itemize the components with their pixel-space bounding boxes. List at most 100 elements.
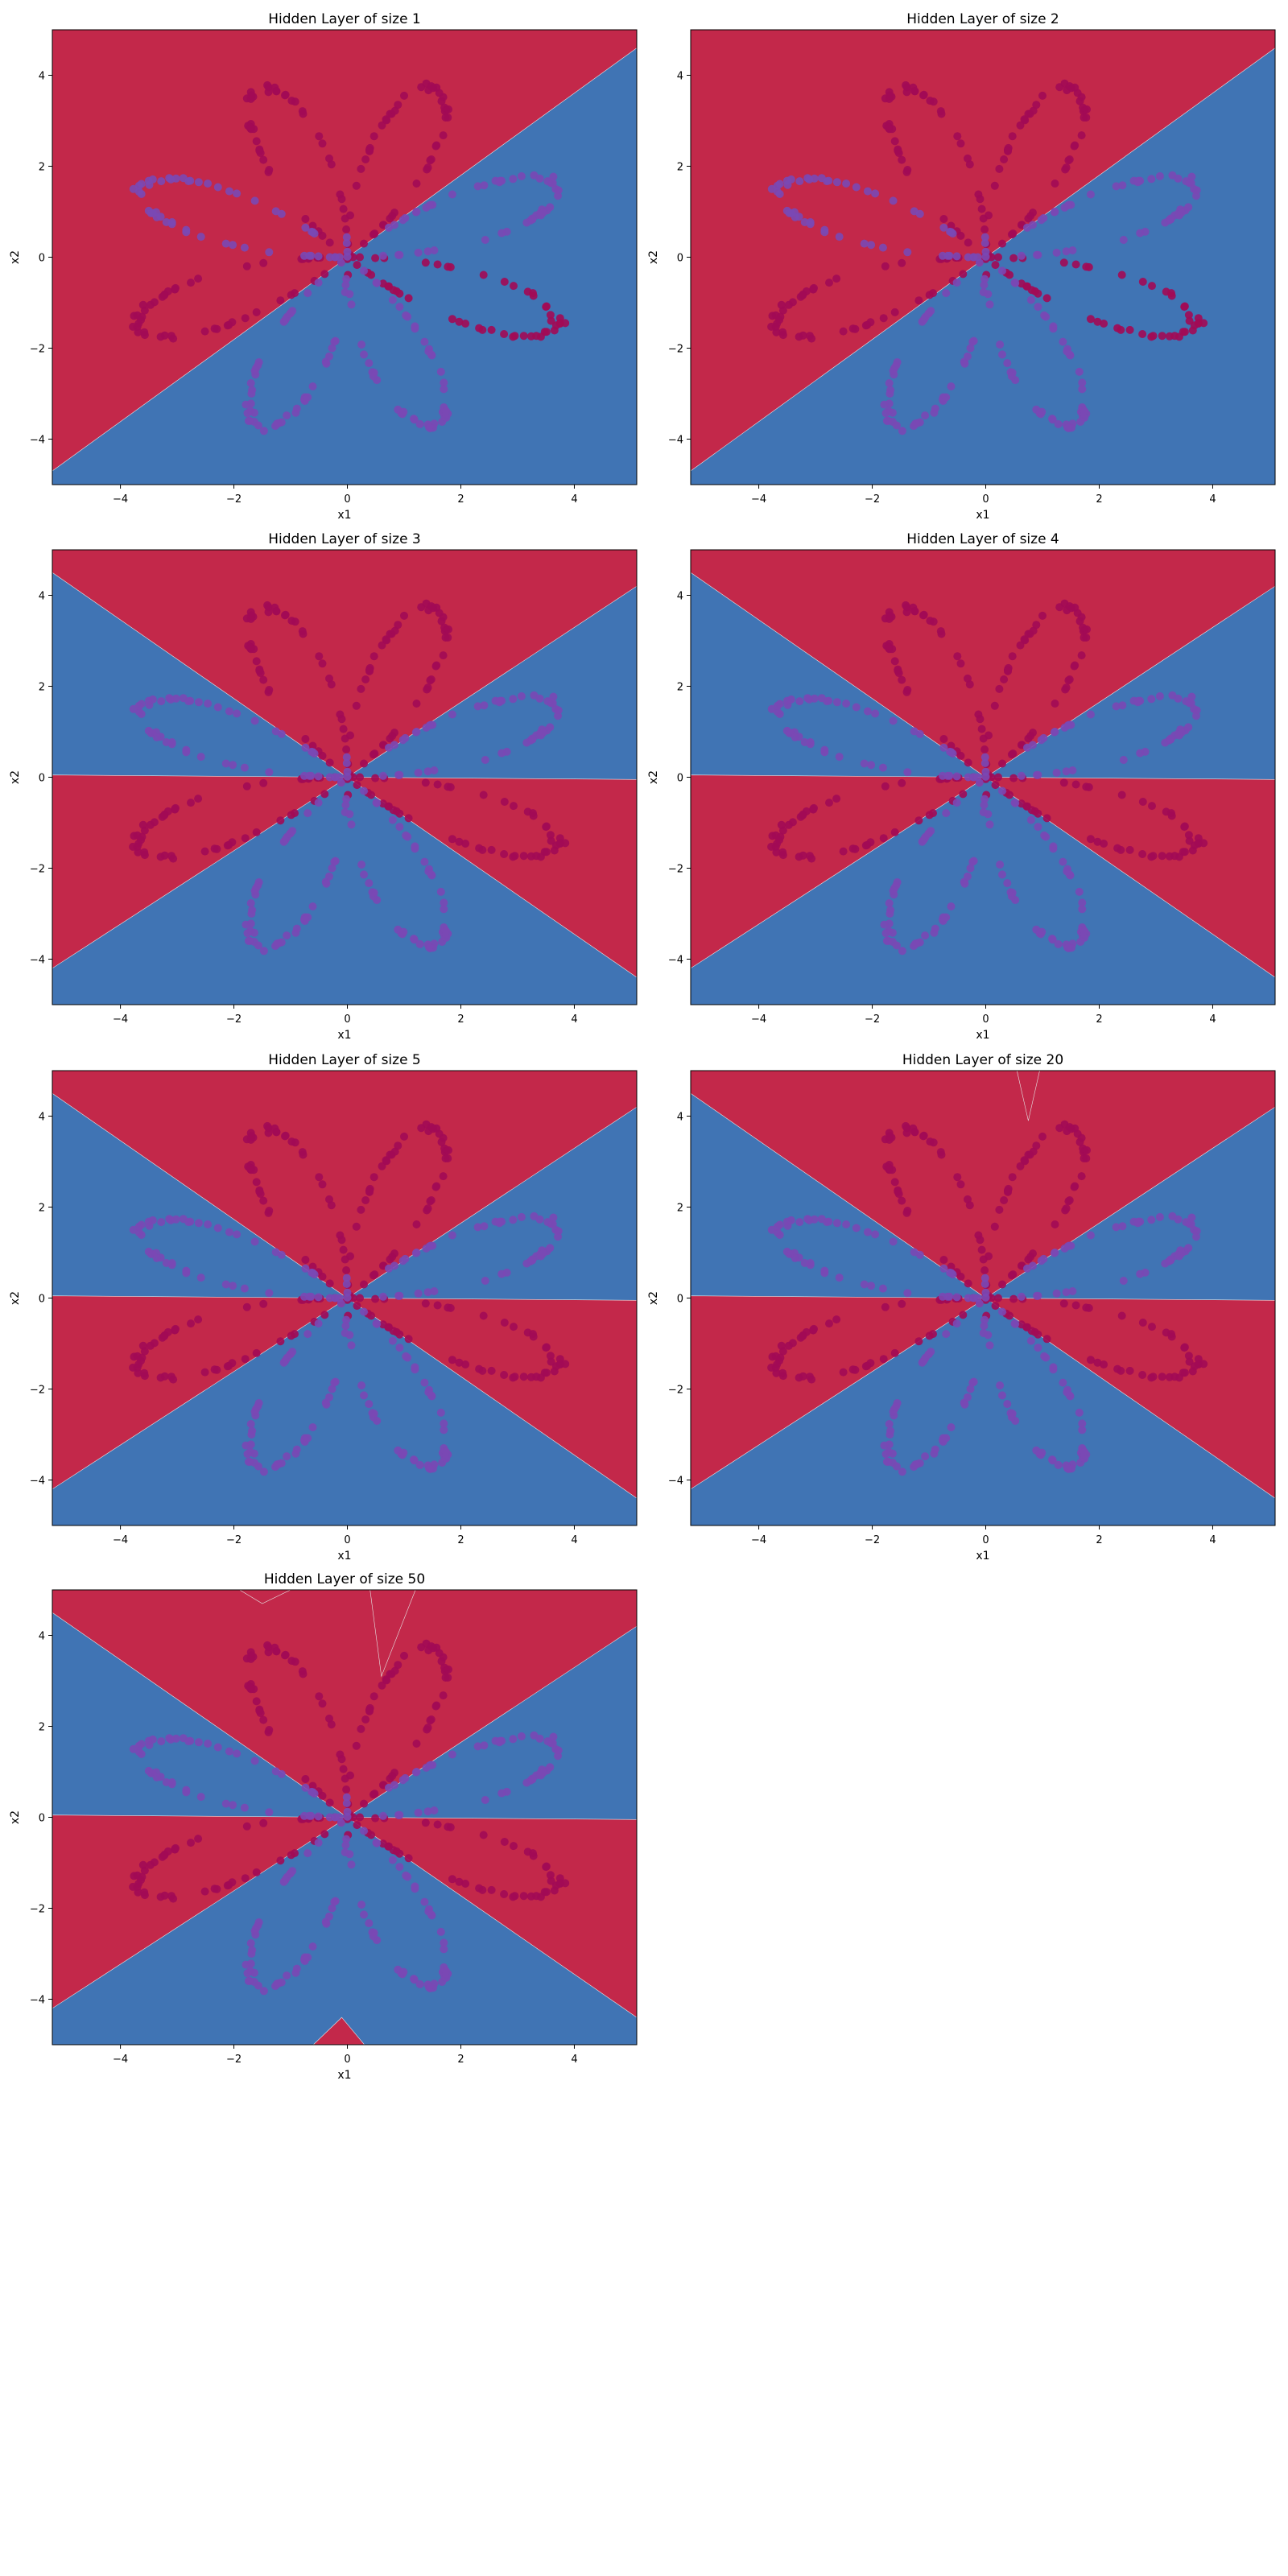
red-point bbox=[959, 1311, 968, 1319]
red-point bbox=[357, 1724, 365, 1733]
red-region bbox=[239, 1590, 291, 1604]
red-point bbox=[353, 261, 361, 270]
blue-point bbox=[292, 1964, 301, 1973]
red-point bbox=[929, 1330, 937, 1339]
blue-point bbox=[288, 827, 297, 836]
blue-point bbox=[1078, 905, 1087, 914]
blue-point bbox=[341, 281, 350, 289]
blue-point bbox=[496, 696, 505, 705]
red-point bbox=[561, 839, 570, 848]
blue-point bbox=[423, 247, 432, 256]
red-point bbox=[1026, 732, 1035, 741]
blue-point bbox=[480, 181, 489, 190]
red-point bbox=[1029, 626, 1038, 635]
blue-point bbox=[259, 1468, 268, 1476]
x-axis-label: x1 bbox=[337, 2069, 351, 2082]
blue-point bbox=[921, 1452, 930, 1461]
red-point bbox=[914, 816, 923, 825]
blue-point bbox=[1039, 213, 1048, 222]
red-point bbox=[902, 88, 911, 97]
blue-point bbox=[303, 1434, 312, 1443]
blue-point bbox=[1184, 203, 1193, 212]
blue-point bbox=[152, 1253, 161, 1262]
red-point bbox=[886, 91, 894, 100]
red-point bbox=[903, 1207, 912, 1215]
blue-point bbox=[823, 697, 832, 706]
red-region bbox=[52, 550, 637, 778]
blue-point bbox=[415, 419, 424, 428]
blue-point bbox=[390, 741, 398, 749]
blue-point bbox=[204, 700, 213, 708]
red-point bbox=[542, 302, 551, 311]
red-point bbox=[529, 1332, 538, 1341]
red-point bbox=[919, 611, 927, 620]
blue-point bbox=[795, 697, 804, 706]
blue-point bbox=[342, 1274, 351, 1282]
red-point bbox=[318, 1791, 327, 1800]
red-point bbox=[1188, 846, 1197, 855]
red-point bbox=[291, 809, 299, 818]
red-point bbox=[1180, 822, 1189, 831]
blue-point bbox=[966, 1385, 975, 1393]
red-point bbox=[861, 1362, 870, 1371]
red-point bbox=[1008, 1173, 1017, 1182]
blue-point bbox=[325, 872, 333, 881]
red-point bbox=[448, 315, 456, 324]
blue-point bbox=[1174, 1215, 1183, 1224]
red-point bbox=[1061, 685, 1070, 694]
x-tick-label: 4 bbox=[1209, 493, 1216, 506]
red-point bbox=[138, 1860, 147, 1869]
blue-point bbox=[964, 1393, 972, 1402]
red-point bbox=[1032, 621, 1041, 630]
blue-point bbox=[365, 1400, 374, 1409]
red-point bbox=[964, 1279, 972, 1288]
red-point bbox=[325, 1279, 334, 1288]
red-point bbox=[795, 1373, 803, 1382]
blue-point bbox=[998, 786, 1006, 795]
blue-point bbox=[414, 1289, 423, 1298]
red-point bbox=[547, 836, 555, 845]
blue-point bbox=[373, 799, 382, 807]
red-point bbox=[1113, 324, 1122, 332]
red-point bbox=[276, 816, 285, 825]
red-point bbox=[388, 1253, 397, 1261]
blue-point bbox=[966, 344, 975, 353]
blue-point bbox=[390, 1261, 398, 1270]
subplot-4: −4 −2 0 2 4 −4 −2 0 2 4 Hidden Layer of size 4 x1 x2 bbox=[647, 531, 1276, 1042]
red-point bbox=[325, 674, 333, 683]
blue-point bbox=[497, 229, 506, 237]
red-point bbox=[1077, 1172, 1086, 1181]
red-point bbox=[879, 1355, 888, 1364]
x-tick-label: 2 bbox=[457, 493, 464, 506]
red-point bbox=[146, 1860, 155, 1869]
red-region bbox=[691, 1071, 1275, 1298]
red-point bbox=[138, 300, 147, 309]
blue-point bbox=[1026, 1336, 1035, 1345]
red-point bbox=[431, 662, 440, 671]
red-point bbox=[1180, 848, 1189, 857]
blue-point bbox=[129, 184, 138, 193]
red-point bbox=[1029, 1147, 1038, 1156]
red-point bbox=[1065, 82, 1074, 91]
red-point bbox=[929, 289, 937, 298]
blue-point bbox=[436, 1408, 445, 1417]
blue-point bbox=[918, 317, 927, 326]
blue-point bbox=[863, 1228, 872, 1236]
blue-point bbox=[1187, 692, 1196, 701]
red-point bbox=[976, 1236, 985, 1245]
red-point bbox=[851, 1365, 860, 1374]
blue-point bbox=[259, 947, 268, 956]
blue-point bbox=[832, 178, 841, 187]
red-point bbox=[542, 848, 551, 857]
red-point bbox=[250, 1685, 258, 1694]
blue-point bbox=[863, 707, 872, 716]
red-point bbox=[250, 645, 258, 654]
red-point bbox=[171, 283, 180, 292]
blue-point bbox=[1054, 1460, 1063, 1469]
blue-point bbox=[254, 881, 262, 890]
blue-point bbox=[347, 300, 356, 309]
blue-point bbox=[308, 1942, 317, 1951]
red-point bbox=[318, 1180, 327, 1189]
red-point bbox=[431, 142, 440, 151]
red-point bbox=[886, 1132, 894, 1141]
